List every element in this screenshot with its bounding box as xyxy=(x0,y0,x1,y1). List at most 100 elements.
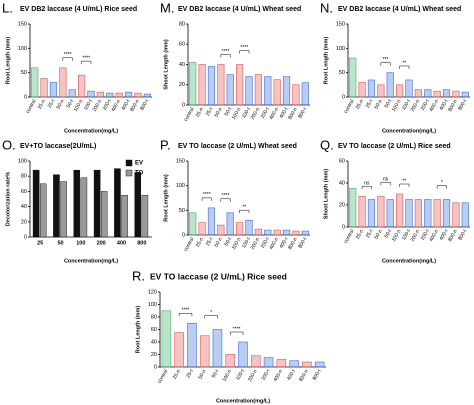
x-tick-label: 400-n xyxy=(428,228,440,242)
y-tick-label: 60 xyxy=(339,158,345,164)
x-tick-label: 400-t xyxy=(439,98,450,111)
bar xyxy=(143,93,151,98)
x-tick-label: 50-n xyxy=(56,98,66,110)
x-tick-label: 25-n xyxy=(355,98,365,110)
bar xyxy=(282,229,291,236)
bar xyxy=(358,82,366,98)
x-tick-label: 25-t xyxy=(205,236,215,247)
x-tick-label: 200-n xyxy=(92,98,104,112)
bar xyxy=(386,72,394,98)
x-tick-label: 50-n xyxy=(214,236,224,248)
significance-label: ** xyxy=(402,178,406,184)
x-tick-label: 25 xyxy=(37,240,43,246)
x-tick-label: 200-n xyxy=(410,228,422,242)
legend-swatch xyxy=(125,169,133,177)
bar xyxy=(68,89,76,98)
bar xyxy=(349,57,357,98)
y-tick-label: 40 xyxy=(151,339,157,345)
x-tick-label: 100-t xyxy=(241,106,252,119)
bar xyxy=(115,92,123,98)
significance-label: **** xyxy=(203,192,211,198)
x-tick-label: 200-t xyxy=(261,368,272,381)
bar xyxy=(187,322,197,368)
significance-bracket xyxy=(380,181,391,186)
x-tick-label: 25-n xyxy=(195,106,205,118)
bar xyxy=(87,90,95,98)
y-tick-label: 20 xyxy=(339,202,345,208)
y-tick-label: 20 xyxy=(179,82,185,88)
bar xyxy=(59,67,67,98)
bar xyxy=(461,91,469,98)
y-tick-label: 0 xyxy=(154,364,157,370)
significance-bracket xyxy=(399,65,410,69)
y-tick-label: 20 xyxy=(151,352,157,358)
x-tick-label: 25-n xyxy=(37,98,47,110)
x-tick-label: 100-t xyxy=(241,236,252,249)
x-tick-label: 50 xyxy=(57,240,63,246)
significance-bracket xyxy=(239,50,250,54)
bar xyxy=(452,90,460,98)
x-tick-label: 100-n xyxy=(391,228,403,242)
bar xyxy=(121,194,128,238)
chart-title: EV TO laccase (2 U/mL) Wheat seed xyxy=(178,143,297,150)
x-tick-label: 800-t xyxy=(297,106,308,119)
bar xyxy=(238,341,248,368)
y-axis-label: Root Length (mm) xyxy=(163,174,169,222)
x-tick-label: 400-n xyxy=(268,236,280,250)
significance-bracket xyxy=(399,183,410,187)
chart-title: EV DB2 laccase (4 U/mL) Wheat seed xyxy=(178,6,301,13)
bar xyxy=(73,169,81,238)
bar xyxy=(212,329,223,368)
bar xyxy=(424,89,432,98)
x-tick-label: 100-n xyxy=(391,98,403,112)
bar xyxy=(198,64,206,106)
x-tick-label: 800-t xyxy=(457,98,468,111)
bar xyxy=(217,64,225,106)
bar xyxy=(124,91,133,98)
bar xyxy=(289,360,299,368)
bar xyxy=(358,195,366,228)
bar xyxy=(273,229,281,236)
bar xyxy=(377,84,385,98)
x-tick-label: 25-n xyxy=(172,368,182,380)
x-tick-label: 400-n xyxy=(273,368,285,382)
x-tick-label: 200-n xyxy=(410,98,422,112)
y-tick-label: 0 xyxy=(24,94,27,100)
x-tick-label: control xyxy=(25,99,38,115)
y-axis-label: Shoot Length (mm) xyxy=(323,169,329,220)
y-tick-label: 20 xyxy=(21,219,27,225)
y-tick-label: 0 xyxy=(24,234,27,240)
significance-bracket xyxy=(229,331,244,335)
x-tick-label: 200-t xyxy=(260,106,271,119)
y-tick-label: 150 xyxy=(18,21,27,27)
panel-label: R. xyxy=(132,268,145,283)
x-axis-label: Concentration(mg/L) xyxy=(382,128,436,134)
y-tick-label: 40 xyxy=(21,204,27,210)
bar xyxy=(114,168,121,238)
x-tick-label: 50-n xyxy=(374,98,384,110)
x-axis-label: Concentration(mg/L) xyxy=(216,398,270,404)
x-tick-label: 400-t xyxy=(279,236,290,249)
significance-label: **** xyxy=(233,326,241,332)
y-tick-label: 0 xyxy=(182,232,185,238)
significance-label: **** xyxy=(64,52,72,58)
x-tick-label: 800-n xyxy=(298,368,310,382)
bar xyxy=(414,89,422,98)
bar xyxy=(302,361,312,368)
x-tick-label: control xyxy=(157,369,170,385)
x-tick-label: control xyxy=(183,107,196,123)
bar xyxy=(367,79,376,98)
bar xyxy=(254,74,262,106)
significance-label: * xyxy=(441,180,443,186)
x-tick-label: 400-n xyxy=(268,106,280,120)
x-tick-label: 800-n xyxy=(447,228,459,242)
y-tick-label: 150 xyxy=(176,158,185,164)
y-tick-label: 50 xyxy=(179,208,185,214)
x-tick-label: control xyxy=(343,229,356,245)
significance-label: *** xyxy=(383,57,389,63)
y-axis-label: Root Length (mm) xyxy=(5,37,11,85)
significance-label: **** xyxy=(222,193,230,199)
y-tick-label: 120 xyxy=(148,289,157,295)
bar xyxy=(386,199,394,228)
